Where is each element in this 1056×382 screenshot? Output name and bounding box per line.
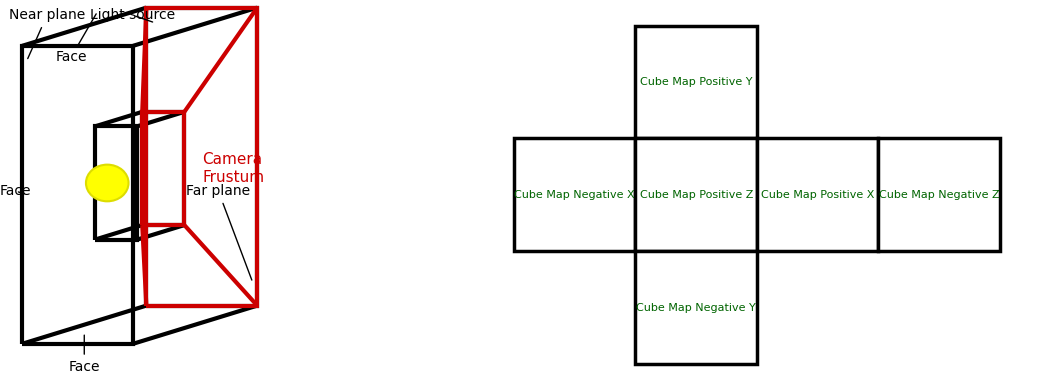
Text: Cube Map Positive X: Cube Map Positive X — [761, 190, 874, 200]
Circle shape — [86, 165, 129, 201]
Text: Face: Face — [0, 184, 32, 198]
Bar — [636, 26, 757, 139]
Bar — [514, 139, 636, 251]
Text: Far plane: Far plane — [186, 184, 251, 280]
Bar — [636, 139, 757, 251]
Bar — [636, 251, 757, 364]
Text: Cube Map Positive Y: Cube Map Positive Y — [640, 77, 753, 87]
Text: Face: Face — [69, 335, 100, 374]
Text: Light source: Light source — [91, 8, 175, 22]
Text: Camera
Frustum: Camera Frustum — [202, 152, 264, 185]
Text: Cube Map Negative Z: Cube Map Negative Z — [879, 190, 999, 200]
Text: Cube Map Negative Y: Cube Map Negative Y — [637, 303, 756, 312]
Bar — [757, 139, 879, 251]
Text: Cube Map Positive Z: Cube Map Positive Z — [640, 190, 753, 200]
Text: Face: Face — [55, 14, 96, 64]
Bar — [879, 139, 1000, 251]
Text: Cube Map Negative X: Cube Map Negative X — [514, 190, 635, 200]
Text: Near plane: Near plane — [8, 8, 86, 58]
